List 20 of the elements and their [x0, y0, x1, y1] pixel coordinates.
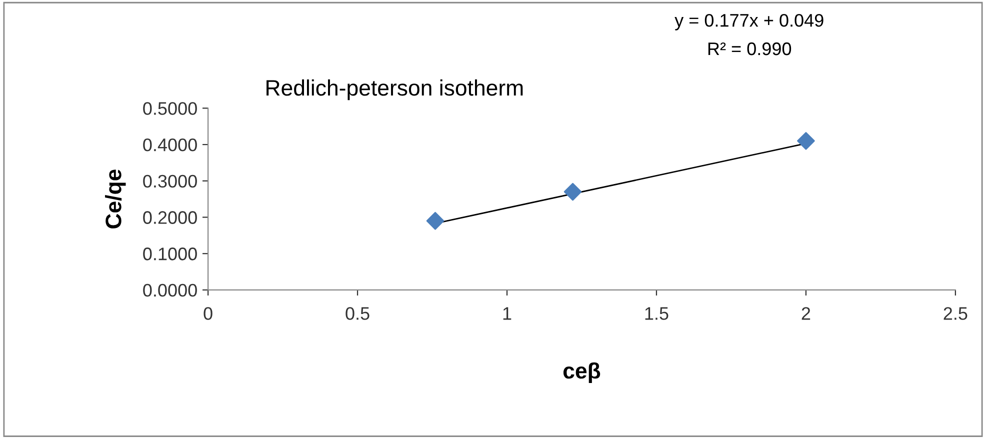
x-axis-title: ceβ [563, 362, 600, 384]
y-axis-title: Ce/qe [105, 170, 126, 228]
y-tick-label: 0.4000 [143, 138, 197, 152]
x-tick-label: 0 [204, 307, 212, 320]
x-tick-label: 0.5 [346, 307, 370, 320]
point [797, 132, 815, 150]
x-tick-label: 2 [802, 307, 810, 320]
point [564, 182, 582, 201]
x-tick-label: 1.5 [645, 307, 668, 320]
y-tick-label: 0.0000 [143, 284, 197, 297]
y-tick-label: 0.1000 [143, 248, 197, 260]
y-tick-label: 0.3000 [143, 174, 197, 188]
text: y = 0.177x + 0.049 [674, 14, 824, 30]
y-tick-label: 0.2000 [143, 211, 197, 224]
y-tick-label: 0.5000 [143, 102, 197, 115]
text: R² = 0.990 [708, 42, 792, 56]
point [426, 212, 444, 230]
x-tick-label: 2.5 [944, 307, 968, 320]
chart-title: Redlich-peterson isotherm [266, 79, 523, 100]
x-tick-label: 1 [503, 307, 512, 320]
